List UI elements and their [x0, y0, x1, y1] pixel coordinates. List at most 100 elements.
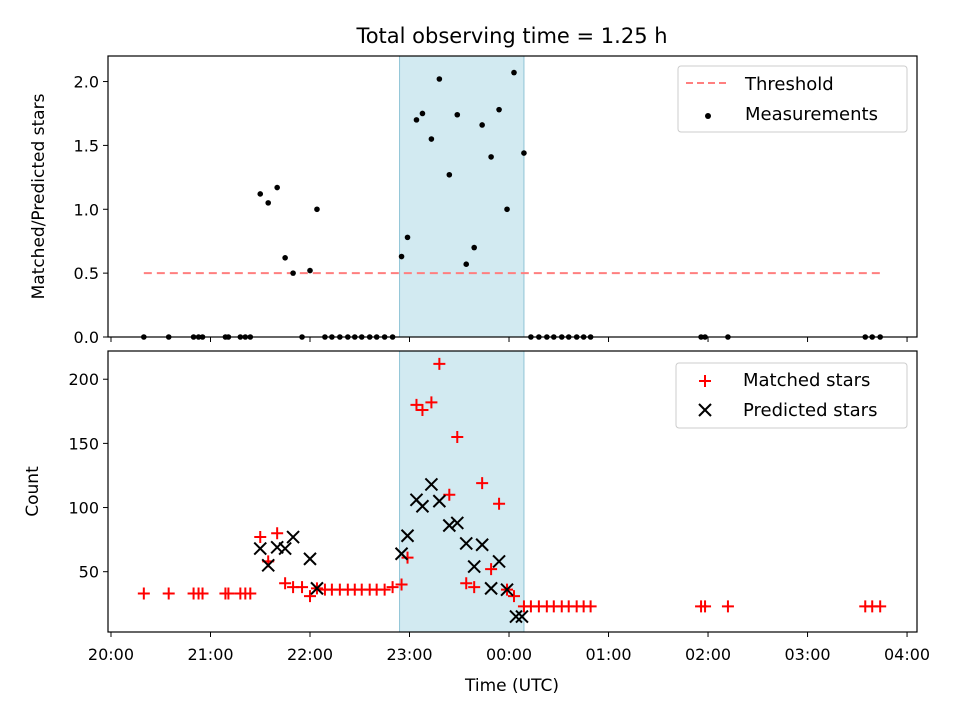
top-x-ticks	[110, 337, 908, 342]
predicted-star-point	[303, 552, 317, 566]
measurement-point	[404, 234, 411, 241]
measurement-point	[446, 171, 453, 178]
predicted-star-point	[442, 518, 457, 533]
matched-star-point	[721, 600, 734, 613]
predicted-star-point	[492, 554, 506, 569]
matched-star-point	[507, 590, 520, 603]
bottom-x-ticks: 20:00 21:00 22:00 23:00 00:00 01:00 02:00 03:00…	[88, 632, 930, 664]
predicted-stars-series	[253, 477, 529, 624]
measurement-point	[314, 206, 320, 213]
matched-star-point	[244, 587, 257, 600]
matched-star-point	[874, 600, 887, 613]
measurement-point	[274, 184, 280, 191]
bottom-axes-frame	[107, 350, 918, 633]
matched-legend-swatch	[699, 375, 711, 387]
predicted-star-point	[500, 582, 514, 597]
predicted-star-point	[278, 541, 292, 556]
matched-star-point	[386, 581, 399, 594]
x-tick-label: 03:00	[784, 645, 830, 664]
x-tick-label: 22:00	[287, 645, 333, 664]
matched-star-point	[410, 398, 423, 411]
predicted-star-point	[253, 541, 267, 556]
matched-star-point	[279, 577, 292, 590]
predicted-star-point	[515, 609, 529, 624]
measurement-point	[257, 191, 264, 197]
predicted-star-point	[459, 536, 473, 551]
matched-star-point	[304, 590, 317, 603]
matched-star-point	[416, 404, 429, 417]
threshold-legend-label: Threshold	[744, 74, 834, 95]
measurement-point	[479, 122, 485, 128]
y-tick-label: 150	[68, 434, 99, 453]
top-legend-box	[677, 65, 908, 133]
top-span	[399, 55, 525, 338]
x-tick-label: 04:00	[884, 645, 930, 664]
measurement-point	[488, 154, 494, 160]
top-y-axis-label: Matched/Predicted stars	[29, 93, 49, 299]
bottom-y-axis-label: Count	[23, 466, 43, 517]
top-panel: 0.00.51.01.52.0 Matched/Predicted stars …	[29, 55, 918, 347]
x-axis-label: Time (UTC)	[464, 676, 559, 696]
measurement-point	[398, 253, 405, 260]
measurement-point	[504, 206, 510, 213]
matched-star-point	[443, 488, 456, 501]
measurement-point	[290, 270, 296, 276]
measurement-point	[265, 200, 272, 206]
predicted-star-point	[467, 559, 481, 574]
predicted-star-point	[509, 609, 523, 624]
predicted-star-point	[286, 530, 300, 544]
matched-star-point	[254, 531, 267, 544]
y-tick-label: 50	[79, 563, 99, 582]
x-tick-label: 01:00	[585, 645, 631, 664]
predicted-star-point	[475, 538, 489, 552]
matched-star-point	[271, 527, 284, 540]
y-tick-label: 0.5	[74, 264, 99, 283]
measurement-point	[463, 261, 470, 267]
measurement-point	[413, 117, 420, 123]
predicted-star-point	[400, 529, 415, 543]
measurement-point	[471, 244, 477, 251]
y-tick-label: 0.0	[74, 328, 99, 347]
x-tick-label: 20:00	[88, 645, 134, 664]
predicted-star-point	[432, 494, 447, 508]
predicted-legend-swatch	[698, 403, 712, 417]
chart-title: Total observing time = 1.25 h	[355, 24, 667, 48]
measurement-point	[282, 255, 288, 261]
matched-star-point	[401, 551, 414, 564]
top-legend: Threshold Measurements	[677, 65, 908, 133]
bottom-panel: 50 100 150 200 20:00 21:00 22:00 23:00 00:00 01:…	[23, 350, 930, 696]
matched-star-point	[425, 396, 438, 409]
matched-star-point	[137, 587, 150, 600]
measurement-point	[419, 110, 426, 117]
predicted-star-point	[484, 581, 498, 596]
matched-legend-label: Matched stars	[743, 370, 870, 391]
matched-star-point	[162, 587, 175, 600]
measurement-point	[307, 267, 313, 274]
matched-star-point	[468, 581, 481, 594]
bottom-legend: Matched stars Predicted stars	[675, 362, 908, 429]
matched-star-point	[222, 587, 235, 600]
x-tick-label: 23:00	[386, 645, 432, 664]
bottom-legend-box	[675, 362, 908, 429]
matched-star-point	[476, 477, 489, 490]
predicted-star-point	[261, 558, 275, 572]
measurement-point	[428, 136, 435, 142]
y-tick-label: 100	[68, 499, 99, 518]
y-tick-label: 200	[68, 370, 99, 389]
matched-star-point	[433, 357, 446, 370]
top-axes-frame	[107, 55, 918, 338]
matched-star-point	[584, 600, 597, 613]
measurement-point	[521, 150, 527, 156]
predicted-star-point	[450, 516, 464, 530]
measurement-point	[436, 76, 443, 82]
predicted-star-point	[310, 581, 324, 596]
predicted-star-point	[415, 499, 430, 513]
y-tick-label: 1.0	[74, 200, 99, 219]
matched-star-point	[485, 563, 498, 576]
y-tick-label: 1.5	[74, 136, 99, 155]
matched-star-point	[378, 583, 391, 596]
predicted-star-point	[394, 547, 409, 561]
measurements-legend-label: Measurements	[745, 104, 878, 125]
matched-star-point	[699, 600, 712, 613]
